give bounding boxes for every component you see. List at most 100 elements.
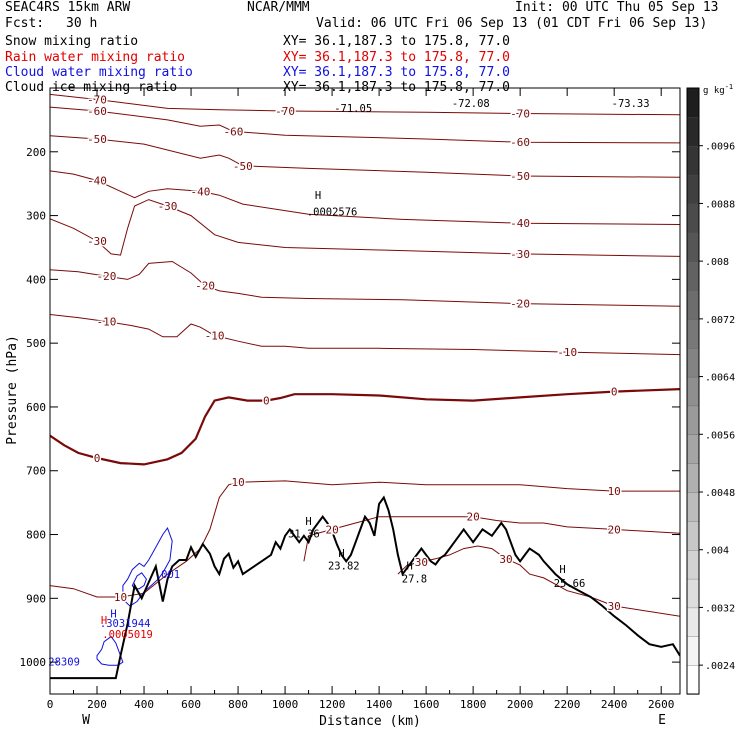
colorbar-segment-16: [686, 203, 700, 233]
isotherm-line-8: [50, 480, 680, 598]
x-tick-label-10: 2000: [507, 698, 534, 711]
annotation-13: H: [110, 609, 116, 621]
colorbar-segment-18: [686, 145, 700, 176]
x-tick-label-13: 2600: [648, 698, 675, 711]
annotation-12: 25.66: [554, 578, 586, 590]
isotherm-label-9-2: 20: [608, 523, 621, 536]
annotation-15: H: [101, 615, 107, 627]
annotation-6: 31.36: [288, 529, 320, 541]
y-tick-label-5: 700: [26, 465, 46, 478]
isotherm-label-5-1: -20: [195, 280, 215, 293]
isotherm-label-3-2: -40: [510, 217, 530, 230]
isotherm-line-9: [303, 516, 680, 562]
isotherm-label-0-2: -70: [510, 108, 530, 121]
colorbar-tick-label-8: .0088: [705, 199, 735, 210]
annotation-1: .0002576: [307, 207, 358, 219]
isotherm-label-0-0: -70: [87, 94, 107, 107]
isotherm-label-9-0: 20: [325, 523, 338, 536]
colorbar-tick-label-3: .0048: [705, 488, 735, 499]
x-tick-label-12: 2400: [601, 698, 628, 711]
colorbar-segment-9: [686, 405, 700, 435]
model-title: SEAC4RS 15km ARW: [5, 0, 131, 15]
isotherm-label-7-2: 0: [611, 386, 618, 399]
isotherm-line-2: [50, 135, 680, 178]
cloud-water-contour-0: [96, 635, 124, 666]
colorbar-segment-17: [686, 174, 700, 205]
isotherm-label-3-0: -40: [87, 175, 107, 188]
isotherm-label-9-1: 20: [466, 511, 479, 524]
y-tick-label-3: 500: [26, 337, 46, 350]
colorbar-segment-5: [686, 520, 700, 551]
isotherm-label-1-1: -60: [223, 125, 243, 138]
annotation-8: 23.82: [328, 561, 360, 573]
terrain-line: [50, 495, 680, 680]
valid-time: Valid: 06 UTC Fri 06 Sep 13 (01 CDT Fri …: [316, 16, 708, 31]
colorbar: .0024 .0032 .004 .0048 .0056 .0064 .0072 .008 .0…: [686, 83, 735, 695]
x-tick-label-2: 400: [134, 698, 154, 711]
x-axis: 0 200 400 600 800 1000 1200 1400 1600 1800 2000 220…: [47, 88, 675, 711]
annotation-2: -71.05: [334, 103, 372, 115]
colorbar-segment-15: [686, 232, 700, 262]
field-snow-name: Snow mixing ratio: [5, 34, 139, 49]
annotation-5: H: [305, 516, 311, 528]
isotherm-label-1-2: -60: [510, 136, 530, 149]
isotherm-line-0: [50, 93, 680, 116]
isotherm-label-1-0: -60: [87, 105, 107, 118]
colorbar-frame: [686, 87, 700, 695]
colorbar-segment-19: [686, 116, 700, 147]
isotherm-label-4-0: -30: [87, 235, 107, 248]
field-cloud-water-name: Cloud water mixing ratio: [5, 65, 193, 80]
colorbar-tick-label-1: .0032: [705, 603, 735, 614]
y-tick-label-8: 1000: [20, 656, 47, 669]
x-tick-label-7: 1400: [366, 698, 393, 711]
isotherm-line-4: [50, 199, 680, 257]
colorbar-segment-4: [686, 549, 700, 580]
fcst-label: Fcst:: [5, 16, 45, 31]
y-tick-label-6: 800: [26, 529, 46, 542]
isotherm-line-6: [50, 314, 680, 356]
isotherm-label-2-0: -50: [87, 133, 107, 146]
annotation-18: 28309: [48, 656, 80, 668]
isotherm-label-6-0: -10: [96, 316, 116, 329]
y-tick-label-0: 200: [26, 146, 46, 159]
colorbar-segment-2: [686, 607, 700, 637]
colorbar-segment-0: [686, 664, 700, 695]
isotherm-label-7-1: 0: [263, 395, 270, 408]
isotherm-line-10: [397, 545, 680, 617]
colorbar-segment-20: [686, 87, 700, 118]
colorbar-segment-12: [686, 318, 700, 349]
y-tick-label-2: 400: [26, 273, 46, 286]
annotation-10: 27.8: [402, 573, 427, 585]
isotherm-label-10-0: 30: [415, 556, 428, 569]
x-axis-label: Distance (km): [319, 714, 421, 729]
field-rain-xy: XY= 36.1,187.3 to 175.8, 77.0: [283, 50, 510, 65]
colorbar-tick-label-5: .0064: [705, 373, 735, 384]
isotherm-label-8-0: 10: [114, 591, 127, 604]
isotherm-line-1: [50, 106, 680, 144]
x-tick-label-3: 600: [181, 698, 201, 711]
x-tick-label-6: 1200: [319, 698, 346, 711]
isotherm-label-10-2: 30: [608, 600, 621, 613]
y-tick-label-1: 300: [26, 210, 46, 223]
x-tick-label-0: 0: [47, 698, 54, 711]
annotation-11: H: [559, 564, 565, 576]
colorbar-segment-14: [686, 260, 700, 291]
annotation-16: .0005019: [102, 629, 153, 641]
x-tick-label-11: 2200: [554, 698, 581, 711]
colorbar-segment-10: [686, 376, 700, 407]
x-tick-label-8: 1600: [413, 698, 440, 711]
isotherm-label-8-1: 10: [231, 476, 244, 489]
isotherm-label-10-1: 30: [499, 553, 512, 566]
x-tick-label-9: 1800: [460, 698, 487, 711]
annotation-9: H: [407, 561, 413, 573]
colorbar-segment-8: [686, 434, 700, 464]
y-axis-label: Pressure (hPa): [5, 335, 20, 445]
x-tick-label-1: 200: [87, 698, 107, 711]
isotherm-label-5-2: -20: [510, 298, 530, 311]
colorbar-tick-label-7: .008: [705, 257, 729, 268]
isotherm-line-5: [50, 260, 680, 307]
annotation-7: H: [338, 548, 344, 560]
isotherm-label-8-2: 10: [608, 485, 621, 498]
